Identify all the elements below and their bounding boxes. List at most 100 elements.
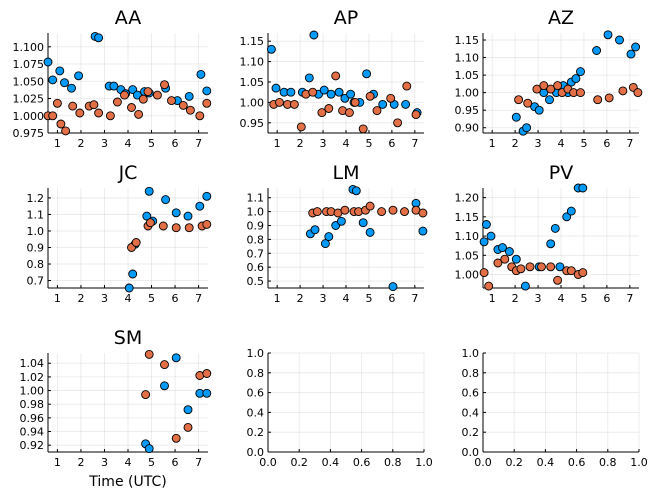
- y-tick-label: 0.7: [247, 247, 265, 260]
- y-tick-label: 1.0: [462, 347, 480, 360]
- series-1: [266, 30, 422, 118]
- data-point: [516, 264, 526, 274]
- data-point: [553, 275, 563, 285]
- x-tick-label: 3: [101, 292, 108, 305]
- y-tick-label: 0.8: [462, 367, 480, 380]
- data-point: [604, 93, 614, 103]
- y-tick-label: 1.0: [247, 347, 265, 360]
- panel-title: LM: [333, 162, 360, 184]
- data-point: [304, 73, 314, 83]
- series-2: [308, 201, 428, 218]
- data-point: [289, 99, 299, 109]
- data-point: [184, 91, 194, 101]
- y-tick-label: 1.000: [13, 110, 45, 123]
- data-point: [55, 66, 65, 76]
- data-point: [626, 49, 636, 59]
- data-point: [633, 88, 643, 98]
- data-point: [377, 207, 387, 217]
- y-tick-label: 1.20: [455, 192, 480, 205]
- data-point: [131, 238, 141, 247]
- data-point: [185, 105, 195, 115]
- x-tick-label: 6: [172, 292, 179, 305]
- data-point: [566, 206, 576, 216]
- x-tick-label: 4: [343, 137, 350, 150]
- data-point: [351, 186, 361, 196]
- x-tick-label: 7: [195, 137, 202, 150]
- data-point: [271, 83, 281, 93]
- data-point: [418, 226, 428, 236]
- y-tick-label: 0.92: [20, 439, 45, 452]
- data-point: [109, 81, 119, 91]
- data-point: [553, 81, 563, 91]
- y-tick-label: 0.2: [462, 426, 480, 439]
- data-point: [143, 87, 153, 97]
- x-tick-label: 6: [388, 137, 395, 150]
- data-point: [534, 105, 544, 115]
- data-point: [576, 67, 585, 77]
- data-point: [545, 95, 554, 105]
- x-tick-label: 2: [77, 137, 84, 150]
- x-tick-label: 0.2: [505, 456, 523, 469]
- data-point: [196, 69, 206, 79]
- data-point: [202, 388, 212, 398]
- data-point: [326, 89, 336, 99]
- data-point: [498, 243, 507, 253]
- y-tick-label: 0.0: [462, 446, 480, 459]
- y-tick-label: 1.2: [27, 192, 45, 205]
- panel-title: AZ: [548, 7, 574, 29]
- x-tick-label: 7: [411, 137, 418, 150]
- y-tick-label: 1.00: [455, 87, 480, 100]
- data-point: [202, 219, 212, 229]
- x-tick-label: 7: [195, 292, 202, 305]
- data-point: [317, 108, 327, 118]
- data-point: [141, 390, 151, 400]
- data-point: [286, 87, 296, 97]
- y-tick-label: 1.10: [455, 52, 480, 65]
- series-1: [141, 353, 212, 454]
- data-point: [160, 80, 169, 90]
- y-tick-label: 1.15: [240, 35, 265, 48]
- data-point: [202, 98, 212, 108]
- data-point: [350, 97, 360, 107]
- data-point: [479, 237, 489, 247]
- y-tick-label: 1.0: [27, 225, 45, 238]
- data-point: [358, 124, 368, 134]
- x-tick-label: 0.6: [568, 456, 586, 469]
- x-tick-label: 1: [489, 137, 496, 150]
- y-tick-label: 1.100: [13, 41, 45, 54]
- data-point: [576, 88, 585, 98]
- data-point: [365, 91, 375, 101]
- x-tick-label: 1: [489, 292, 496, 305]
- panel-title: PV: [549, 162, 573, 184]
- data-point: [184, 223, 194, 233]
- x-tick-label: 1.0: [415, 456, 433, 469]
- data-point: [75, 108, 85, 118]
- data-point: [266, 44, 276, 54]
- data-point: [202, 86, 212, 96]
- panel-aa: 1 2 3 4 5 6 7 0.975 1.000 1.025 1.050 1.075 1.100 AA: [13, 7, 212, 150]
- y-tick-label: 1.1: [27, 208, 45, 221]
- x-tick-label: 0.0: [259, 456, 277, 469]
- x-tick-label: 4: [125, 292, 132, 305]
- x-tick-label: 3: [320, 137, 327, 150]
- data-point: [401, 99, 411, 109]
- y-tick-label: 0.4: [462, 406, 480, 419]
- data-point: [546, 262, 556, 272]
- x-tick-label: 4: [343, 292, 350, 305]
- y-tick-label: 0.4: [247, 406, 265, 419]
- data-point: [546, 84, 556, 94]
- data-point: [152, 90, 162, 100]
- data-point: [94, 108, 104, 118]
- data-point: [566, 266, 576, 276]
- x-tick-label: 4: [125, 456, 132, 469]
- panel-ap: 1 2 3 4 5 6 7 0.95 1.00 1.05 1.10 1.15 AP: [240, 7, 424, 150]
- x-tick-label: 1.0: [630, 456, 648, 469]
- data-point: [48, 75, 58, 85]
- x-tick-label: 4: [125, 137, 132, 150]
- x-tick-label: 5: [365, 137, 372, 150]
- y-tick-label: 1.10: [240, 56, 265, 69]
- data-point: [555, 262, 565, 272]
- data-point: [603, 30, 613, 40]
- x-tick-label: 2: [512, 137, 519, 150]
